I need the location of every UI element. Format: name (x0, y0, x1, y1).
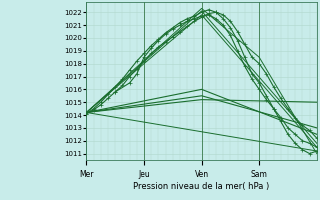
X-axis label: Pression niveau de la mer( hPa ): Pression niveau de la mer( hPa ) (133, 182, 270, 190)
